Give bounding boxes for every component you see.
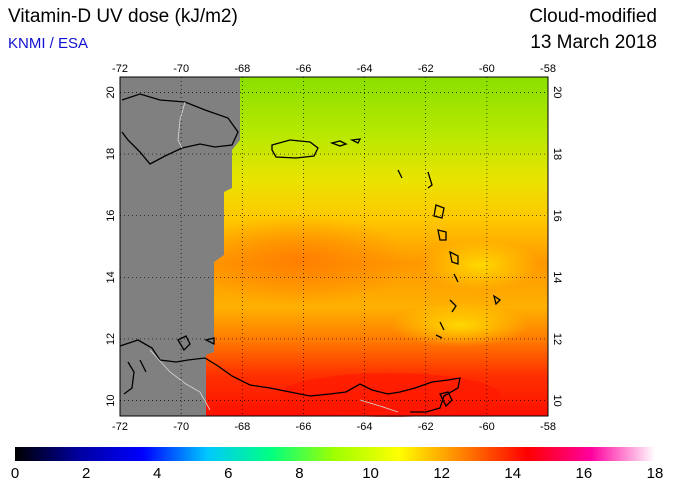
venezuela-coast <box>119 339 461 413</box>
color-scale-label: 4 <box>153 465 162 482</box>
longitude-labels-top: -72 -70 -68 -66 -64 -62 -60 -58 <box>112 63 556 75</box>
uv-field <box>120 77 548 417</box>
lon-tick-label: -70 <box>173 421 189 433</box>
puerto-rico-coast <box>271 139 319 159</box>
lon-tick-label: -70 <box>173 63 189 75</box>
lon-tick-label: -58 <box>540 421 556 433</box>
lat-tick-label: 12 <box>105 333 117 345</box>
lat-tick-label: 14 <box>105 271 117 283</box>
lat-tick-label: 14 <box>551 271 563 283</box>
lat-tick-label: 10 <box>551 394 563 406</box>
country-borders <box>149 101 399 413</box>
longitude-labels-bottom: -72 -70 -68 -66 -64 -62 -60 -58 <box>112 421 556 433</box>
color-scale-label: 14 <box>504 465 522 482</box>
lon-tick-label: -60 <box>479 63 495 75</box>
lon-tick-label: -62 <box>418 63 434 75</box>
color-scale-label: 2 <box>81 465 91 482</box>
lon-tick-label: -64 <box>357 421 373 433</box>
lon-tick-label: -58 <box>540 63 556 75</box>
organization-label: KNMI / ESA <box>8 35 89 52</box>
map-title: Vitamin-D UV dose (kJ/m2) <box>8 6 238 27</box>
lon-tick-label: -72 <box>112 63 128 75</box>
color-scale-bar <box>15 447 655 461</box>
lat-tick-label: 16 <box>551 210 563 222</box>
lat-tick-label: 16 <box>105 210 117 222</box>
lon-tick-label: -60 <box>479 421 495 433</box>
lon-tick-label: -66 <box>295 421 311 433</box>
color-scale-label: 18 <box>646 465 664 482</box>
abc-islands <box>177 335 215 352</box>
latitude-labels-left: 10 12 14 16 18 20 <box>105 86 117 406</box>
color-scale-label: 8 <box>295 465 304 482</box>
product-label: Cloud-modified <box>529 6 657 27</box>
lat-tick-label: 12 <box>551 333 563 345</box>
no-data-region <box>120 77 240 416</box>
coastlines <box>119 93 502 413</box>
lon-tick-label: -64 <box>357 63 373 75</box>
lat-tick-label: 20 <box>551 86 563 98</box>
virgin-islands-coast <box>329 138 362 147</box>
lat-tick-label: 18 <box>105 148 117 160</box>
color-scale-label: 16 <box>575 465 593 482</box>
color-scale-label: 0 <box>10 465 20 482</box>
lesser-antilles-coast <box>397 169 502 339</box>
lat-tick-label: 18 <box>551 148 563 160</box>
trinidad-coast <box>439 391 453 408</box>
hispaniola-coast <box>121 93 239 165</box>
lon-tick-label: -66 <box>295 63 311 75</box>
lon-tick-label: -68 <box>234 421 250 433</box>
lat-tick-label: 20 <box>105 86 117 98</box>
lake-maracaibo <box>123 359 147 395</box>
date-label: 13 March 2018 <box>530 32 657 53</box>
lon-tick-label: -68 <box>234 63 250 75</box>
latitude-labels-right: 10 12 14 16 18 20 <box>551 86 563 406</box>
map-frame <box>119 76 549 417</box>
color-scale-label: 6 <box>224 465 233 482</box>
lon-tick-label: -62 <box>418 421 434 433</box>
color-scale-label: 10 <box>362 465 379 482</box>
lon-tick-label: -72 <box>112 421 128 433</box>
color-scale-label: 12 <box>433 465 450 482</box>
lat-tick-label: 10 <box>105 394 117 406</box>
